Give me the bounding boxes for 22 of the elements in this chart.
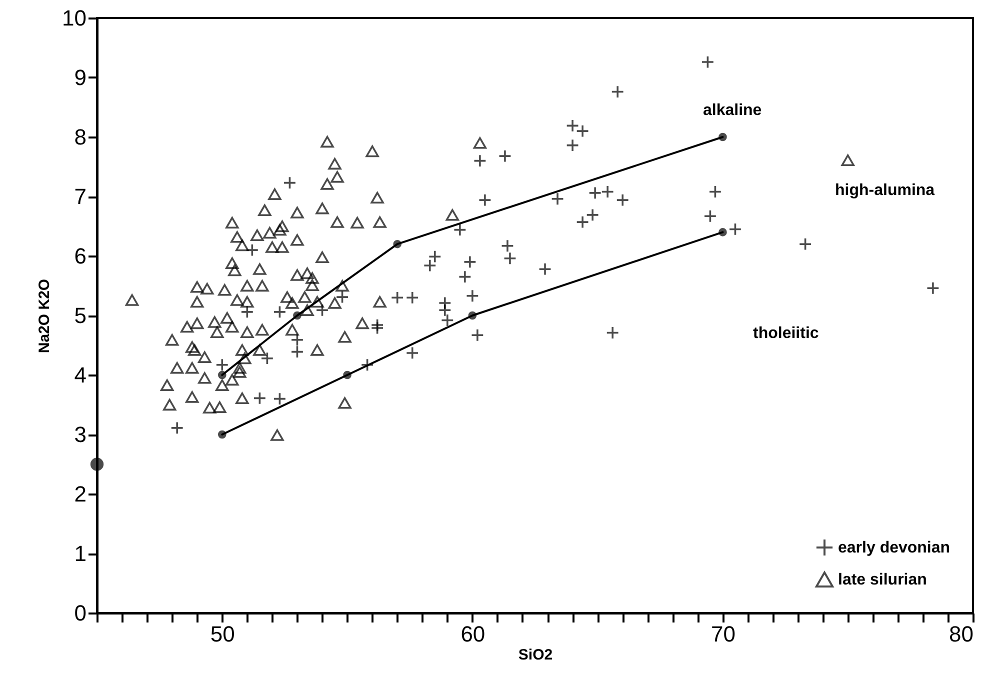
y-tick-label: 0 — [74, 600, 86, 626]
x-tick-label: 80 — [949, 622, 974, 646]
x-tick-label: 70 — [710, 622, 736, 646]
annotation: tholeiitic — [753, 325, 819, 342]
y-tick-label: 5 — [74, 303, 86, 328]
x-tick-label: 50 — [210, 622, 235, 646]
legend-label: early devonian — [838, 540, 950, 556]
legend-label: late silurian — [838, 572, 927, 588]
y-axis-title: Na2O K2O — [36, 278, 54, 354]
y-tick-label: 10 — [62, 6, 86, 30]
annotation: alkaline — [703, 102, 762, 119]
y-tick-label: 6 — [74, 244, 86, 268]
y-tick-label: 9 — [74, 65, 86, 90]
y-tick-label: 2 — [74, 482, 86, 506]
y-tick-label: 8 — [74, 124, 86, 150]
y-tick-label: 1 — [74, 541, 86, 566]
annotation: high-alumina — [835, 182, 935, 199]
y-tick-label: 4 — [74, 362, 86, 388]
y-tick-label: 7 — [74, 184, 86, 209]
x-tick-label: 60 — [460, 622, 486, 646]
y-tick-label: 3 — [74, 422, 86, 447]
x-axis-title: SiO2 — [518, 646, 553, 664]
